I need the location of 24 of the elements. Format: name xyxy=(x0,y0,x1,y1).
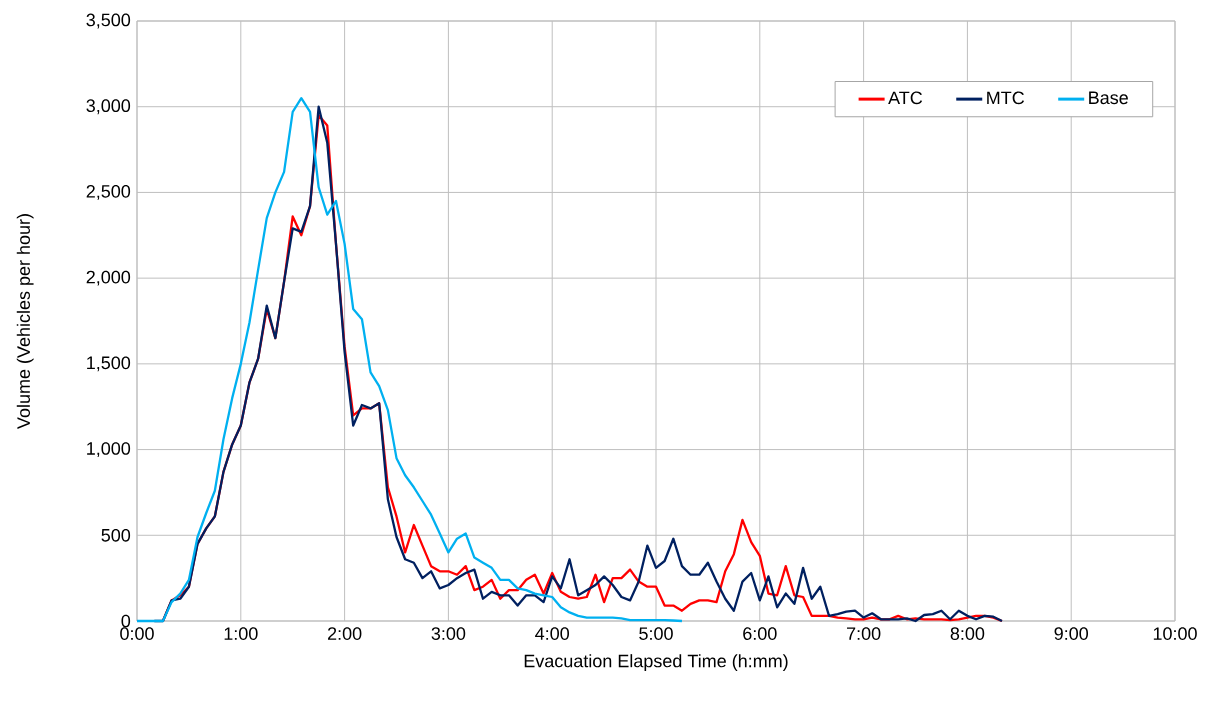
y-axis-title: Volume (Vehicles per hour) xyxy=(16,214,34,429)
x-tick-label: 3:00 xyxy=(431,627,466,640)
x-tick-label: 5:00 xyxy=(639,627,673,640)
y-tick-label: 2,000 xyxy=(86,270,131,286)
x-axis-title: Evacuation Elapsed Time (h:mm) xyxy=(524,654,788,671)
y-tick-label: 1,500 xyxy=(87,356,131,372)
y-tick-label: 2,500 xyxy=(86,185,131,200)
legend-label: ATC xyxy=(888,91,923,105)
y-tick-label: 500 xyxy=(101,528,131,542)
y-tick-label: 3,500 xyxy=(86,13,131,29)
x-tick-label: 9:00 xyxy=(1054,627,1089,640)
y-tick-label: 0 xyxy=(121,614,131,628)
x-tick-label: 8:00 xyxy=(950,627,985,640)
y-tick-label: 1,000 xyxy=(87,442,131,457)
x-tick-label: 1:00 xyxy=(224,627,258,640)
x-tick-label: 0:00 xyxy=(120,627,154,640)
legend-label: MTC xyxy=(987,91,1025,105)
x-tick-label: 6:00 xyxy=(743,627,777,640)
x-tick-label: 7:00 xyxy=(847,627,881,640)
x-tick-label: 2:00 xyxy=(327,627,362,640)
x-tick-label: 4:00 xyxy=(535,627,570,640)
legend-label: Base xyxy=(1089,91,1128,105)
y-tick-label: 3,000 xyxy=(86,99,131,115)
x-tick-label: 10:00 xyxy=(1153,627,1197,640)
